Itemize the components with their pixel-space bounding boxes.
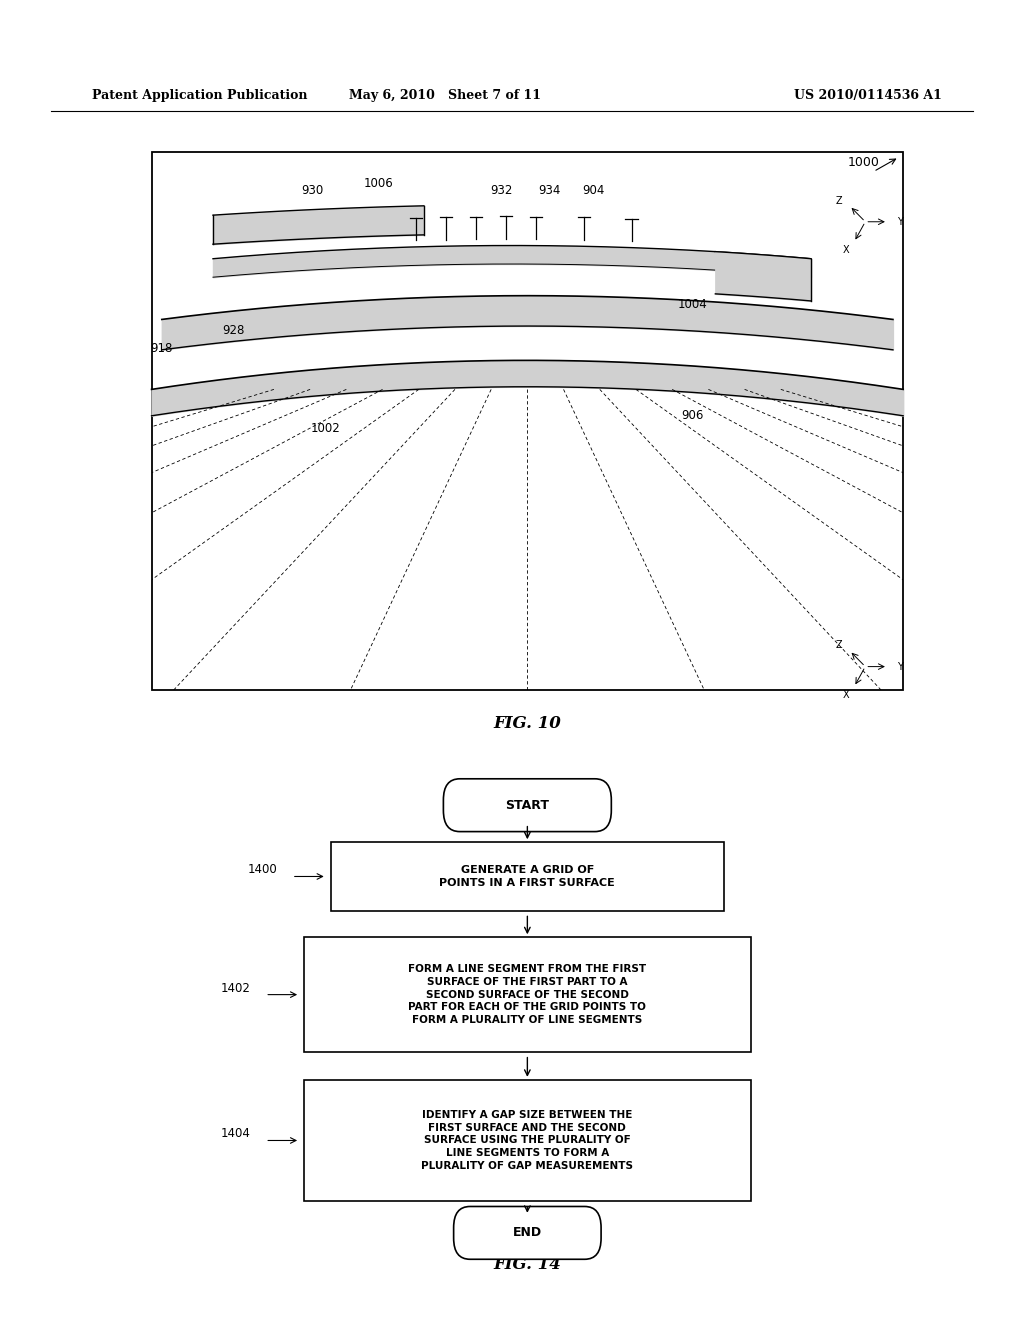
Text: 930: 930 [301, 183, 324, 197]
Text: END: END [513, 1226, 542, 1239]
FancyBboxPatch shape [454, 1206, 601, 1259]
Text: 1404: 1404 [221, 1127, 251, 1140]
Text: 1006: 1006 [364, 177, 394, 190]
Bar [152, 152, 903, 690]
Text: 1004: 1004 [677, 298, 708, 312]
Text: 918: 918 [151, 342, 173, 355]
Text: FIG. 14: FIG. 14 [494, 1257, 561, 1272]
Bar [304, 937, 751, 1052]
Text: Z: Z [836, 640, 843, 651]
Text: 1402: 1402 [221, 982, 251, 994]
Text: X: X [843, 690, 849, 700]
Text: START: START [506, 799, 549, 812]
Text: IDENTIFY A GAP SIZE BETWEEN THE
FIRST SURFACE AND THE SECOND
SURFACE USING THE P: IDENTIFY A GAP SIZE BETWEEN THE FIRST SU… [421, 1110, 634, 1171]
Text: Patent Application Publication: Patent Application Publication [92, 88, 307, 102]
Text: FORM A LINE SEGMENT FROM THE FIRST
SURFACE OF THE FIRST PART TO A
SECOND SURFACE: FORM A LINE SEGMENT FROM THE FIRST SURFA… [409, 964, 646, 1026]
Bar [331, 842, 724, 911]
Text: Y: Y [897, 661, 903, 672]
FancyBboxPatch shape [443, 779, 611, 832]
Text: 1400: 1400 [248, 863, 278, 876]
Text: X: X [843, 246, 849, 255]
Text: 934: 934 [539, 183, 561, 197]
Text: 1000: 1000 [848, 156, 880, 169]
Text: 1002: 1002 [310, 422, 341, 436]
Text: 928: 928 [222, 323, 245, 337]
Text: May 6, 2010   Sheet 7 of 11: May 6, 2010 Sheet 7 of 11 [349, 88, 542, 102]
Text: Z: Z [836, 195, 843, 206]
Text: Y: Y [897, 216, 903, 227]
Text: 904: 904 [583, 183, 605, 197]
Text: 932: 932 [490, 183, 513, 197]
Text: 906: 906 [681, 409, 703, 422]
Text: FIG. 10: FIG. 10 [494, 715, 561, 731]
Text: US 2010/0114536 A1: US 2010/0114536 A1 [794, 88, 941, 102]
Text: GENERATE A GRID OF
POINTS IN A FIRST SURFACE: GENERATE A GRID OF POINTS IN A FIRST SUR… [439, 865, 615, 888]
Bar [304, 1080, 751, 1201]
